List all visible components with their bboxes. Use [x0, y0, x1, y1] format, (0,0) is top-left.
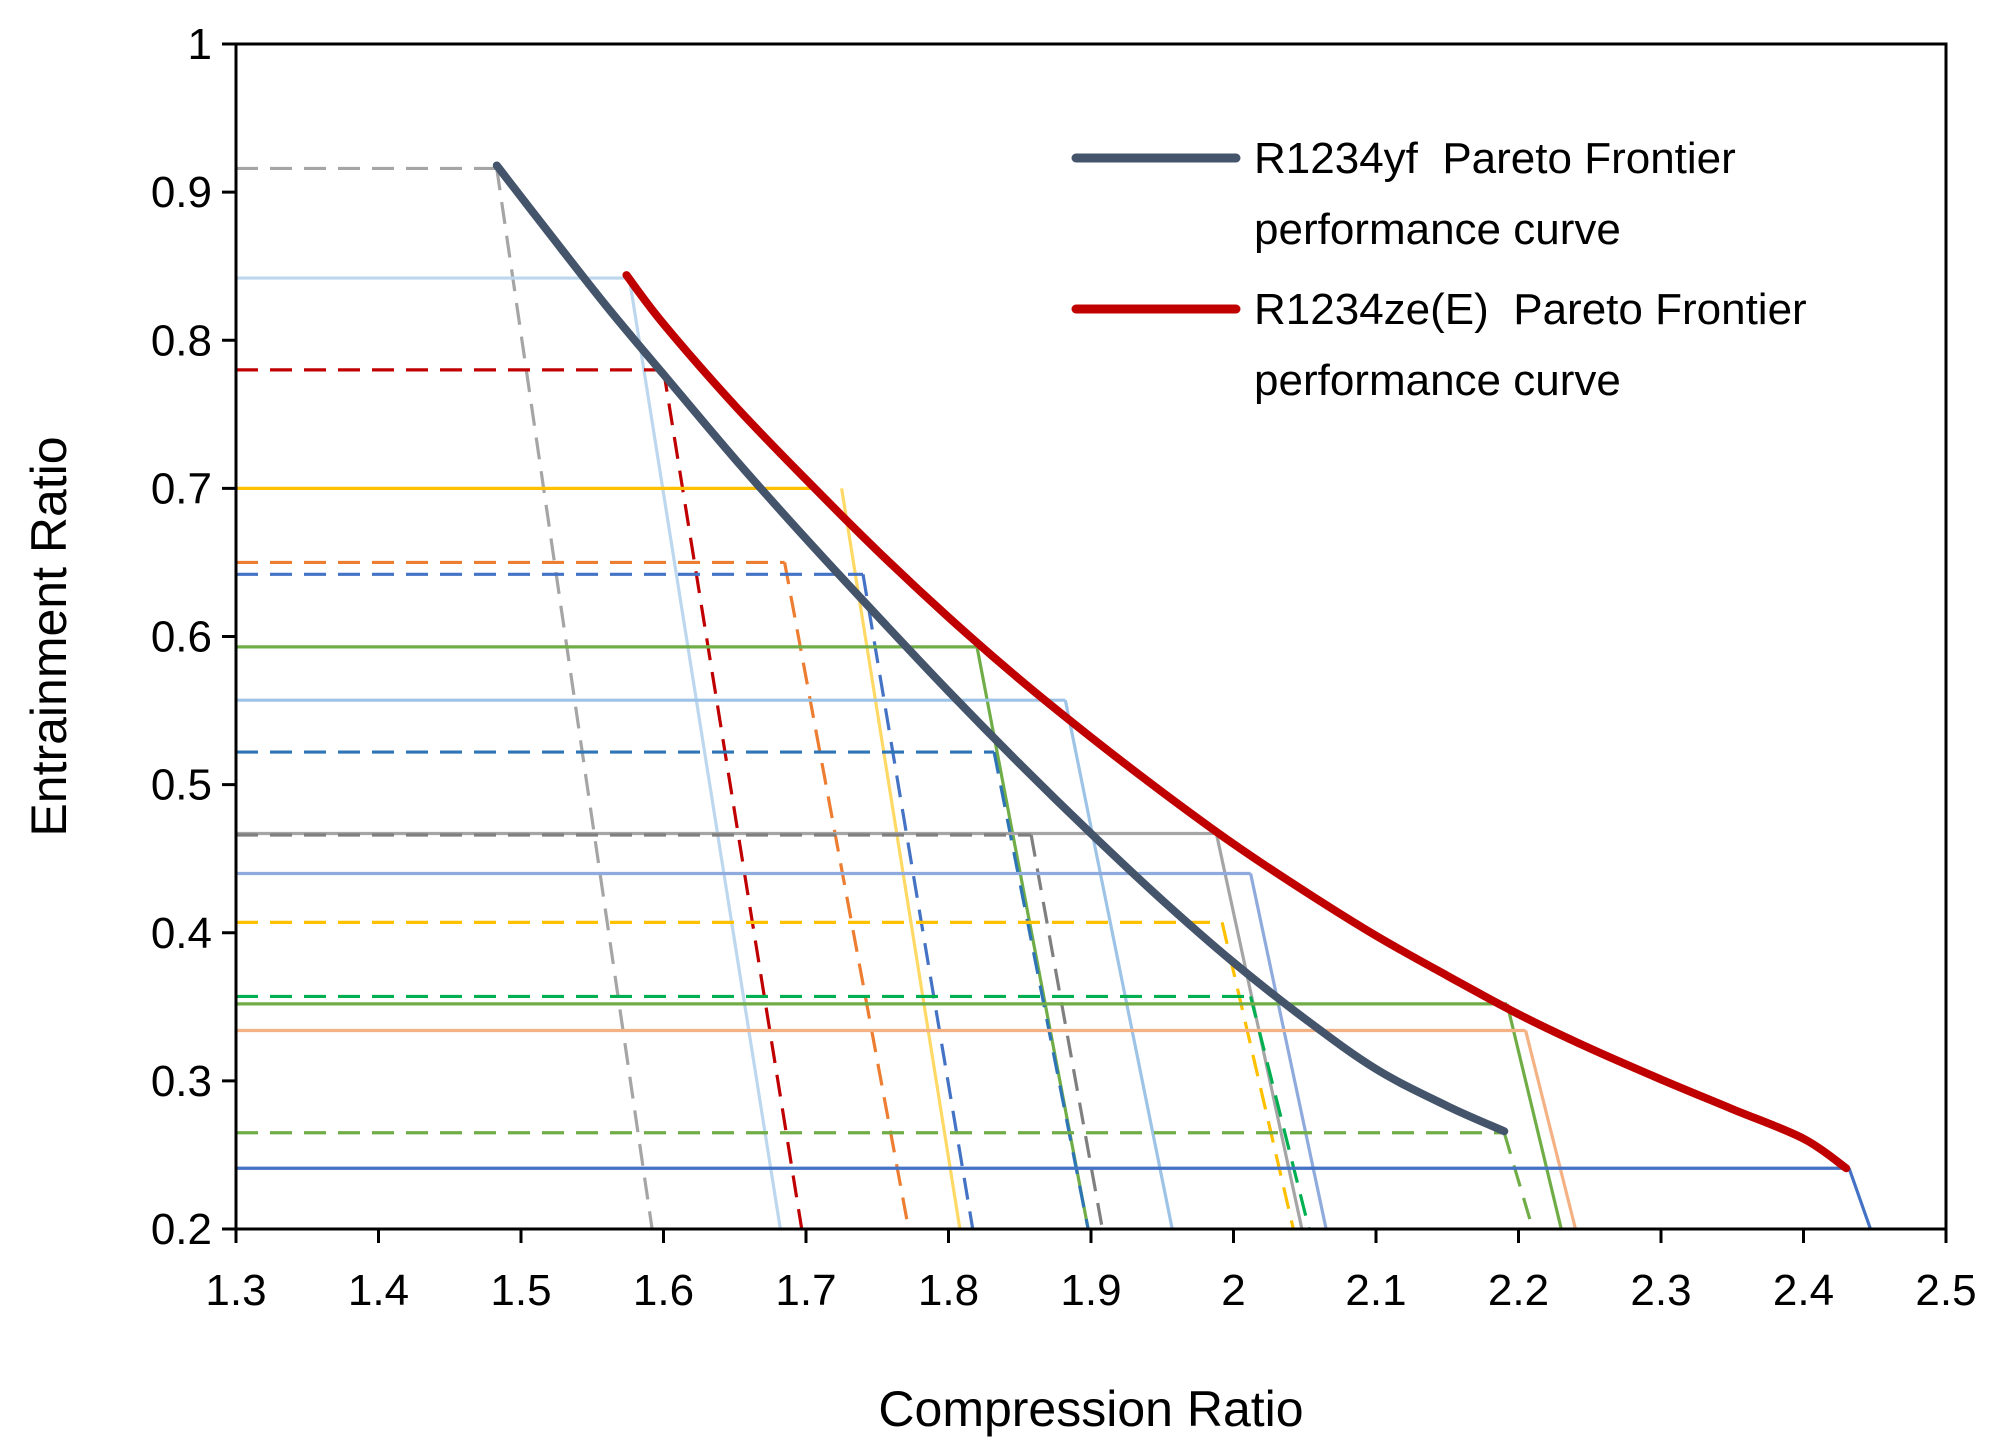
y-tick-label: 0.5	[151, 761, 212, 810]
operating-line-drop	[1847, 1167, 1872, 1230]
x-tick-label: 2.4	[1773, 1266, 1834, 1315]
operating-line-drop	[992, 751, 1090, 1230]
x-axis-title: Compression Ratio	[878, 1381, 1303, 1437]
operating-line-drop	[861, 574, 975, 1230]
x-tick-label: 1.6	[633, 1266, 694, 1315]
operating-line-drop	[1505, 1003, 1563, 1230]
x-tick-label: 1.8	[918, 1266, 979, 1315]
plot-area-frame	[234, 42, 1948, 1231]
y-tick-label: 0.2	[151, 1205, 212, 1254]
y-tick-label: 0.6	[151, 613, 212, 662]
y-tick-label: 0.9	[151, 168, 212, 217]
y-tick-label: 1	[188, 20, 212, 69]
x-tick-label: 2.3	[1630, 1266, 1691, 1315]
operating-line-drop	[1524, 1030, 1578, 1230]
x-tick-label: 1.9	[1060, 1266, 1121, 1315]
y-tick-label: 0.7	[151, 464, 212, 513]
y-axis-ticks: 0.2 0.3 0.4 0.5 0.6 0.7 0.8 0.9 1	[151, 20, 236, 1254]
operating-line-drop	[1063, 699, 1174, 1230]
operating-line-drop	[840, 488, 962, 1230]
x-tick-label: 2.1	[1345, 1266, 1406, 1315]
legend: R1234yf Pareto Frontier performance curv…	[1071, 134, 1807, 405]
x-tick-label: 2	[1221, 1266, 1245, 1315]
operating-line-drop	[661, 369, 804, 1230]
legend-label-r1234yf: R1234yf Pareto Frontier	[1254, 134, 1736, 183]
operating-line-drop	[495, 168, 654, 1230]
y-tick-label: 0.8	[151, 316, 212, 365]
legend-label-r1234ze: R1234ze(E) Pareto Frontier	[1254, 285, 1807, 334]
operating-line-drop	[783, 562, 911, 1230]
y-tick-label: 0.4	[151, 909, 212, 958]
legend-label-r1234ze-line2: performance curve	[1254, 356, 1621, 405]
operating-line-drop	[1220, 922, 1295, 1230]
y-axis-title: Entrainment Ratio	[21, 436, 77, 836]
x-tick-label: 2.5	[1915, 1266, 1976, 1315]
operating-line-drop	[627, 277, 782, 1230]
operating-line-drop	[1249, 996, 1311, 1230]
operating-line-drop	[1502, 1132, 1535, 1230]
x-tick-label: 1.3	[205, 1266, 266, 1315]
series-r1234ze-curve	[622, 271, 1851, 1173]
series-r1234yf-curve	[492, 161, 1509, 1136]
pareto-series-group	[492, 161, 1851, 1173]
legend-label-r1234yf-line2: performance curve	[1254, 205, 1621, 254]
x-tick-label: 1.7	[775, 1266, 836, 1315]
x-tick-label: 1.5	[490, 1266, 551, 1315]
x-tick-label: 2.2	[1488, 1266, 1549, 1315]
x-tick-label: 1.4	[348, 1266, 409, 1315]
y-tick-label: 0.3	[151, 1057, 212, 1106]
x-axis-ticks: 1.3 1.4 1.5 1.6 1.7 1.8 1.9 2 2.1 2.2 2.3 2.4 2.5	[205, 1229, 1977, 1315]
